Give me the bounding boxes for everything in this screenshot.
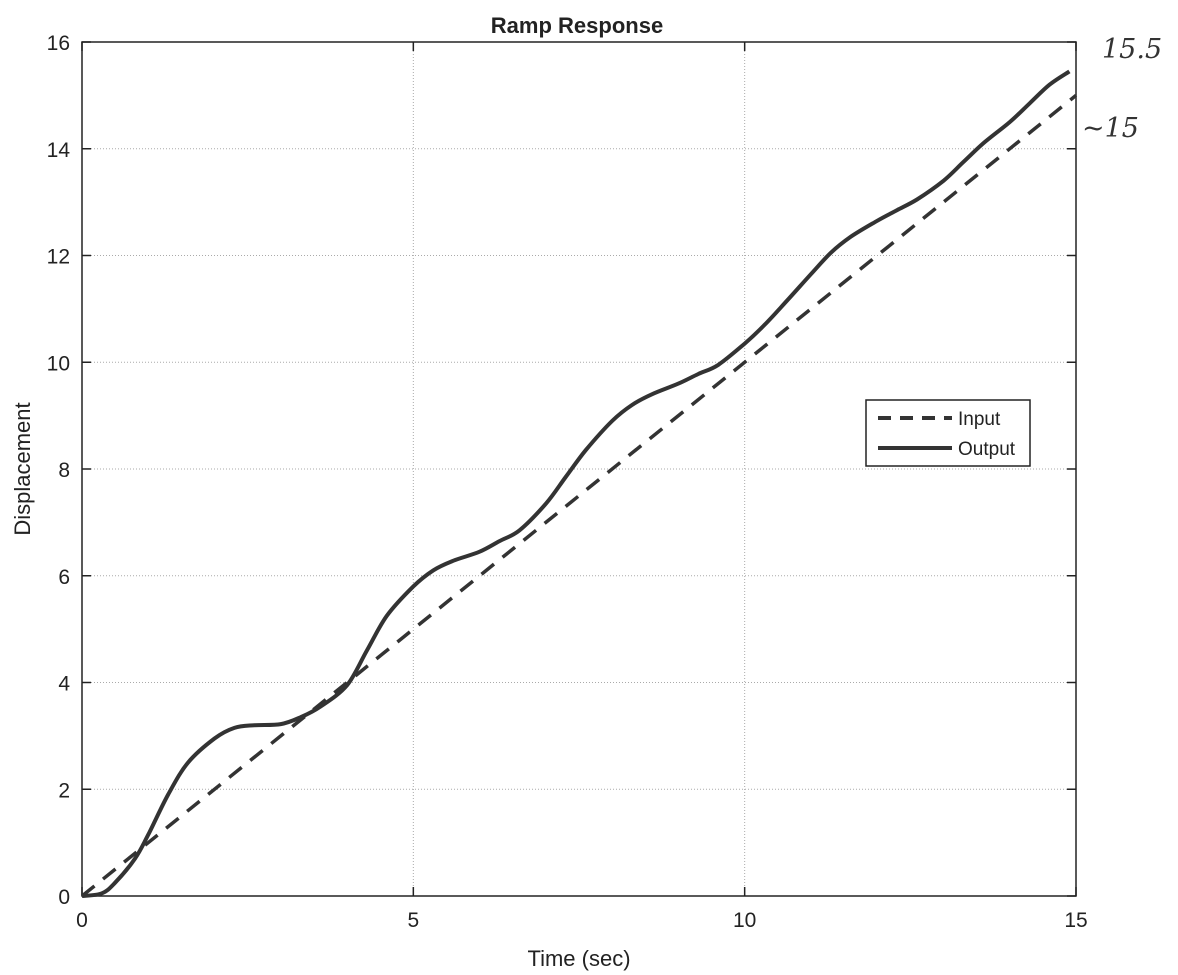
y-tick-label: 0 (58, 886, 70, 909)
axis-ticks: 0 5 10 15 0 2 4 6 8 10 12 14 16 (47, 32, 1088, 932)
plot-area (81, 41, 1077, 897)
y-tick-label: 8 (58, 459, 70, 482)
legend-output-label: Output (958, 439, 1016, 460)
x-tick-label: 10 (733, 909, 756, 932)
handwritten-annotation-top: 15.5 (1102, 34, 1162, 65)
y-tick-label: 4 (58, 673, 70, 696)
y-tick-label: 14 (47, 139, 71, 162)
y-tick-label: 12 (47, 246, 70, 269)
y-tick-label: 6 (58, 566, 70, 589)
handwritten-annotation-bottom: ~15 (1082, 113, 1139, 144)
series-input-line (80, 94, 1078, 898)
chart-title: Ramp Response (491, 13, 663, 38)
x-tick-label: 0 (76, 909, 88, 932)
y-tick-label: 2 (58, 779, 70, 802)
legend: Input Output (865, 399, 1031, 467)
data-series (80, 69, 1078, 898)
series-output-line (81, 69, 1071, 898)
x-tick-label: 5 (407, 909, 419, 932)
legend-box (865, 399, 1031, 467)
x-tick-label: 15 (1064, 909, 1087, 932)
x-axis-label: Time (sec) (527, 946, 630, 971)
y-axis-label: Displacement (10, 402, 35, 535)
y-tick-label: 16 (47, 32, 70, 55)
y-tick-label: 10 (47, 352, 70, 375)
legend-input-label: Input (958, 409, 1001, 430)
grid-lines (82, 42, 1076, 896)
